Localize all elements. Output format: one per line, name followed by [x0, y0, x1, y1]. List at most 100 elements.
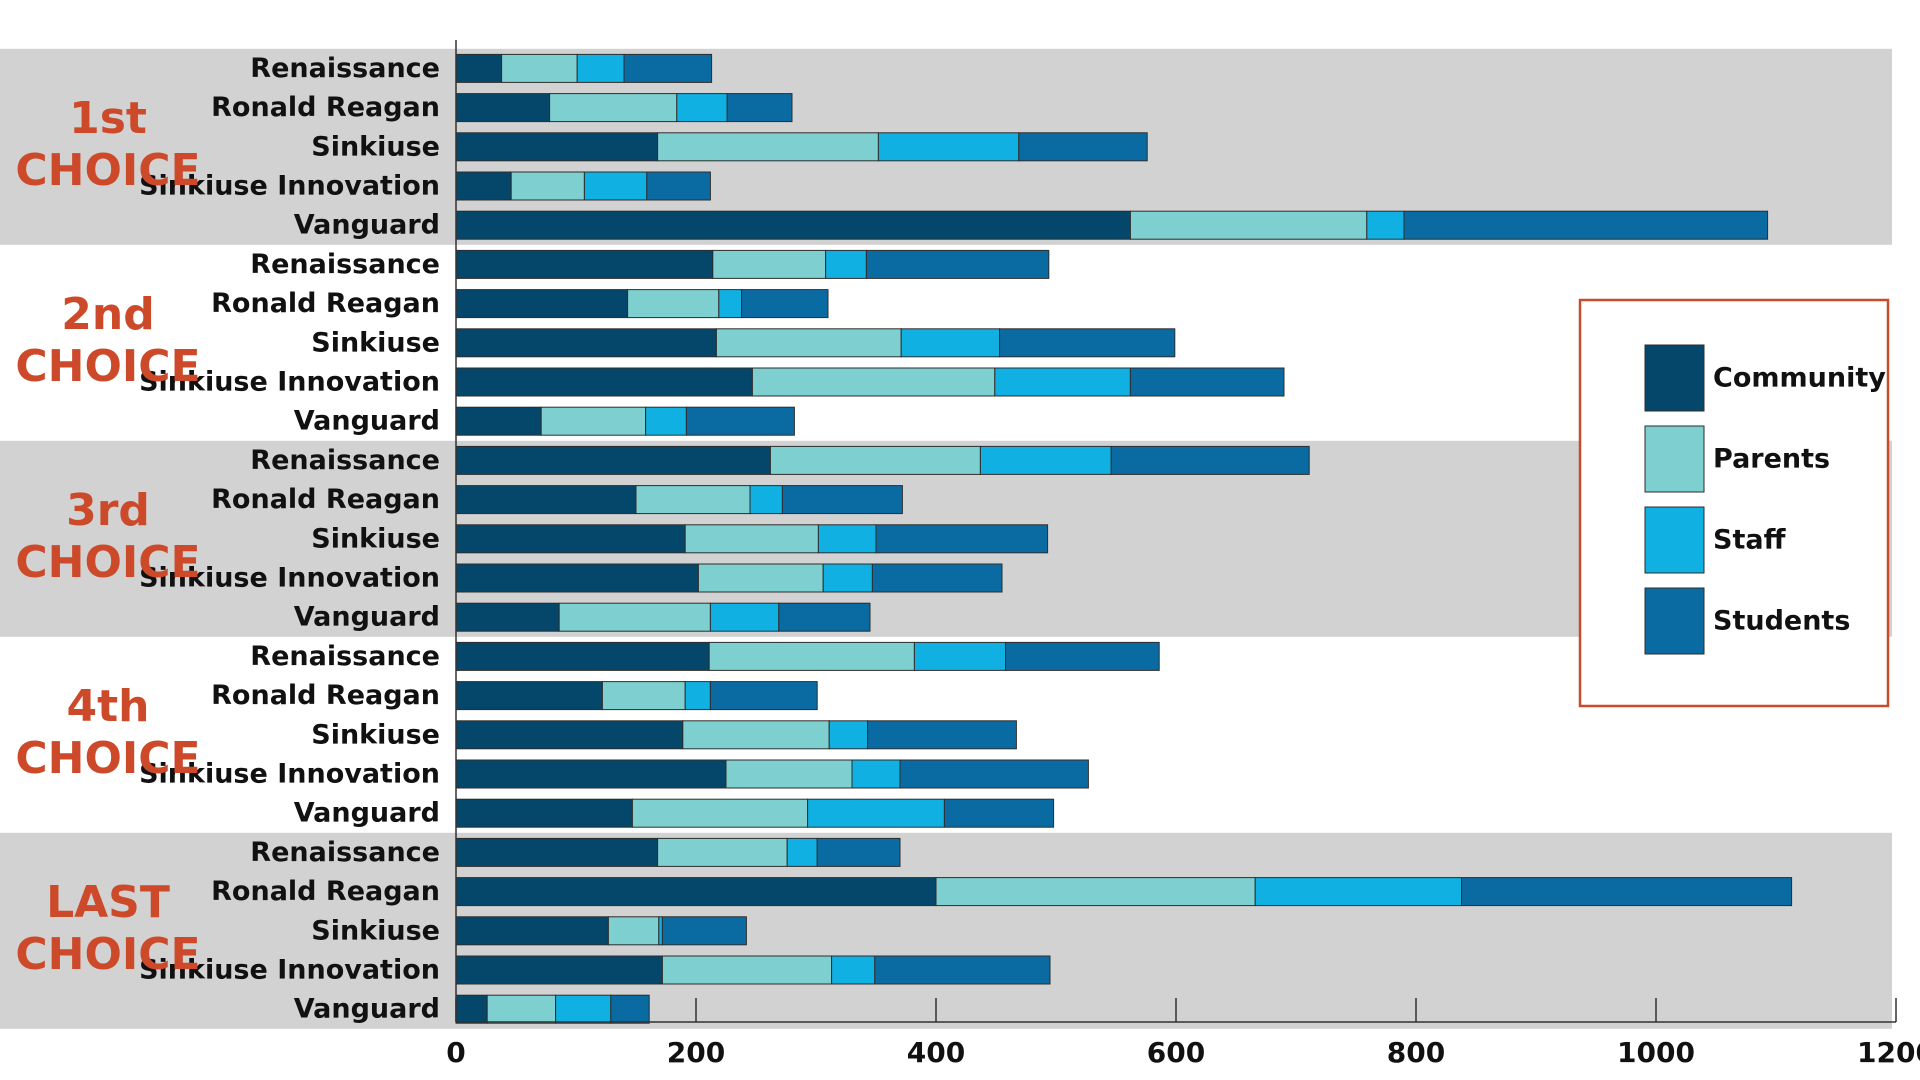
category-label: Ronald Reagan	[211, 680, 440, 711]
bar-segment-staff	[1254, 877, 1463, 907]
bar-segment-students	[999, 328, 1176, 358]
bar-segment-students	[610, 994, 650, 1024]
bar-segment-parents	[751, 367, 996, 397]
category-label: Sinkiuse Innovation	[139, 367, 440, 398]
legend-box	[1578, 298, 1890, 708]
bar-segment-students	[1461, 877, 1793, 907]
bar-segment-parents	[682, 720, 830, 750]
group-label: CHOICE	[15, 341, 200, 392]
bar-segment-staff	[555, 994, 612, 1024]
category-label: Sinkiuse Innovation	[139, 759, 440, 790]
category-label: Sinkiuse	[311, 915, 440, 946]
group-label: 3rd	[66, 485, 150, 536]
bar-segment-students	[865, 249, 1050, 279]
category-label: Ronald Reagan	[211, 288, 440, 319]
category-label: Vanguard	[294, 798, 440, 829]
group-label: LAST	[46, 877, 170, 928]
bar-segment-community	[455, 837, 659, 867]
group-label: CHOICE	[15, 929, 200, 980]
bar-segment-parents	[501, 53, 578, 83]
bar-segment-students	[1018, 132, 1148, 162]
bar-segment-staff	[913, 641, 1007, 671]
bar-segment-community	[455, 563, 699, 593]
bar-segment-parents	[549, 93, 678, 123]
group-label: CHOICE	[15, 733, 200, 784]
x-tick-label: 600	[1147, 1036, 1205, 1069]
bar-segment-students	[685, 406, 795, 436]
bar-segment-students	[781, 485, 903, 515]
bar-segment-community	[455, 602, 560, 632]
bar-segment-students	[1129, 367, 1285, 397]
x-tick-label: 200	[667, 1036, 725, 1069]
bar-segment-students	[623, 53, 713, 83]
bar-segment-parents	[510, 171, 585, 201]
group-label: CHOICE	[15, 145, 200, 196]
bar-segment-staff	[684, 681, 711, 711]
bar-segment-community	[455, 406, 542, 436]
bar-segment-parents	[769, 445, 981, 475]
bar-segment-community	[455, 445, 771, 475]
bar-segment-community	[455, 367, 753, 397]
legend-label: Students	[1713, 606, 1850, 637]
bar-segment-parents	[725, 759, 853, 789]
bar-segment-community	[455, 681, 603, 711]
category-label: Vanguard	[294, 210, 440, 241]
bar-segment-community	[455, 171, 512, 201]
category-label: Ronald Reagan	[211, 484, 440, 515]
bar-segment-community	[455, 132, 659, 162]
category-label: Sinkiuse	[311, 523, 440, 554]
bar-segment-parents	[607, 916, 660, 946]
category-label: Sinkiuse	[311, 719, 440, 750]
bar-segment-community	[455, 759, 727, 789]
bar-segment-staff	[709, 602, 780, 632]
group-label: 2nd	[61, 289, 154, 340]
bar-segment-staff	[807, 798, 945, 828]
bar-segment-community	[455, 328, 717, 358]
bar-segment-students	[1110, 445, 1310, 475]
legend-label: Community	[1713, 363, 1886, 394]
legend-label: Parents	[1713, 444, 1830, 475]
bar-segment-students	[899, 759, 1089, 789]
bar-segment-staff	[786, 837, 818, 867]
bar-segment-students	[871, 563, 1003, 593]
bar-segment-parents	[601, 681, 686, 711]
category-label: Sinkiuse Innovation	[139, 955, 440, 986]
bar-segment-community	[455, 289, 629, 319]
category-label: Vanguard	[294, 994, 440, 1025]
group-label: 1st	[69, 93, 147, 144]
bar-segment-staff	[825, 249, 867, 279]
bar-segment-parents	[715, 328, 902, 358]
bar-segment-staff	[658, 916, 663, 946]
x-tick-label: 0	[446, 1036, 465, 1069]
group-band	[0, 832, 1892, 1029]
bar-segment-community	[455, 210, 1131, 240]
bar-segment-students	[646, 171, 711, 201]
bar-segment-staff	[817, 524, 877, 554]
category-label: Renaissance	[250, 249, 440, 280]
bar-segment-community	[455, 641, 710, 671]
bar-segment-students	[1005, 641, 1160, 671]
bar-segment-students	[867, 720, 1017, 750]
bar-segment-students	[1403, 210, 1769, 240]
group-label: 4th	[67, 681, 150, 732]
bar-segment-students	[874, 955, 1051, 985]
bar-segment-students	[816, 837, 901, 867]
bar-segment-staff	[676, 93, 728, 123]
bar-segment-parents	[627, 289, 720, 319]
bar-segment-community	[455, 485, 637, 515]
bar-segment-parents	[635, 485, 751, 515]
bar-segment-staff	[749, 485, 783, 515]
bar-segment-staff	[994, 367, 1131, 397]
bar-segment-community	[455, 524, 686, 554]
bar-segment-staff	[718, 289, 743, 319]
bar-segment-staff	[877, 132, 1020, 162]
category-label: Vanguard	[294, 406, 440, 437]
bar-segment-community	[455, 877, 937, 907]
x-tick-label: 1200	[1857, 1036, 1920, 1069]
bar-segment-community	[455, 798, 633, 828]
bar-segment-staff	[822, 563, 873, 593]
bar-segment-students	[778, 602, 871, 632]
bar-segment-parents	[935, 877, 1256, 907]
bar-segment-students	[661, 916, 747, 946]
